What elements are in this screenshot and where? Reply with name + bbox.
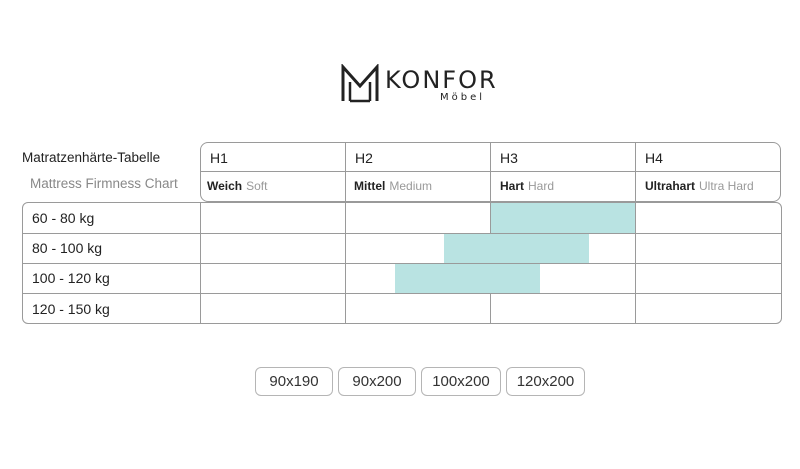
level-code-h2: H2 bbox=[355, 150, 373, 166]
size-option-120x200[interactable]: 120x200 bbox=[506, 367, 585, 396]
column-divider bbox=[200, 202, 201, 323]
size-option-90x200[interactable]: 90x200 bbox=[338, 367, 416, 396]
row-divider bbox=[22, 233, 782, 234]
level-name-h3: Hart Hard bbox=[500, 179, 555, 193]
row-label-80-100: 80 - 100 kg bbox=[32, 240, 103, 256]
km-monogram-icon bbox=[341, 64, 379, 103]
range-highlight-100-120 bbox=[395, 264, 540, 293]
range-highlight-60-80 bbox=[491, 203, 635, 233]
level-code-h1: H1 bbox=[210, 150, 228, 166]
row-divider bbox=[22, 263, 782, 264]
level-name-h1: Weich Soft bbox=[207, 179, 268, 193]
column-divider bbox=[490, 142, 491, 323]
row-divider bbox=[22, 293, 782, 294]
level-code-h3: H3 bbox=[500, 150, 518, 166]
table-title-german: Matratzenhärte-Tabelle bbox=[22, 150, 161, 165]
row-label-120-150: 120 - 150 kg bbox=[32, 301, 110, 317]
level-name-h2: Mittel Medium bbox=[354, 179, 433, 193]
column-divider bbox=[635, 142, 636, 323]
brand-sub: Möbel bbox=[440, 92, 486, 103]
size-option-100x200[interactable]: 100x200 bbox=[421, 367, 501, 396]
level-name-h4: Ultrahart Ultra Hard bbox=[645, 179, 754, 193]
range-highlight-80-100 bbox=[444, 234, 589, 263]
brand-name: KONFOR bbox=[385, 66, 498, 94]
column-divider bbox=[345, 142, 346, 323]
row-label-60-80: 60 - 80 kg bbox=[32, 210, 95, 226]
table-title-english: Mattress Firmness Chart bbox=[30, 176, 178, 191]
level-code-h4: H4 bbox=[645, 150, 663, 166]
size-option-90x190[interactable]: 90x190 bbox=[255, 367, 333, 396]
row-label-100-120: 100 - 120 kg bbox=[32, 270, 110, 286]
